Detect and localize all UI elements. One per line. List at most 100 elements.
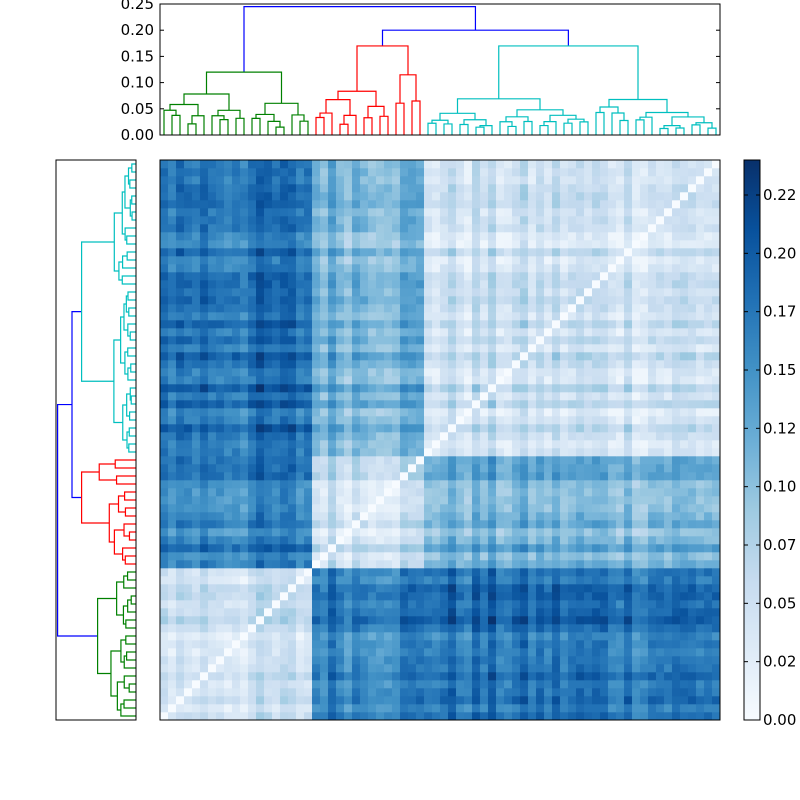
heatmap-cell <box>224 184 233 193</box>
heatmap-cell <box>184 160 193 169</box>
heatmap-cell <box>528 688 537 697</box>
heatmap-cell <box>616 192 625 201</box>
heatmap-cell <box>216 616 225 625</box>
heatmap-cell <box>336 336 345 345</box>
heatmap-cell <box>296 224 305 233</box>
heatmap-cell <box>512 528 521 537</box>
heatmap-cell <box>160 464 169 473</box>
heatmap-cell <box>576 416 585 425</box>
heatmap-cell <box>464 416 473 425</box>
heatmap-cell <box>672 432 681 441</box>
heatmap-cell <box>432 296 441 305</box>
heatmap-cell <box>432 320 441 329</box>
heatmap-cell <box>472 488 481 497</box>
heatmap-cell <box>168 672 177 681</box>
heatmap-cell <box>464 608 473 617</box>
heatmap-cell <box>664 264 673 273</box>
heatmap-cell <box>600 184 609 193</box>
heatmap-cell <box>288 328 297 337</box>
heatmap-cell <box>496 488 505 497</box>
heatmap-cell <box>328 600 337 609</box>
heatmap-cell <box>536 208 545 217</box>
heatmap-cell <box>352 368 361 377</box>
heatmap-cell <box>464 496 473 505</box>
heatmap-cell <box>640 320 649 329</box>
heatmap-cell <box>432 592 441 601</box>
heatmap-cell <box>552 328 561 337</box>
heatmap-cell <box>688 392 697 401</box>
heatmap-cell <box>496 536 505 545</box>
left-dendrogram-link-53 <box>127 291 136 301</box>
top-dendrogram-link-22 <box>325 99 351 116</box>
heatmap-cell <box>584 616 593 625</box>
heatmap-cell <box>288 656 297 665</box>
heatmap-cell <box>376 640 385 649</box>
heatmap-cell <box>184 632 193 641</box>
heatmap-cell <box>168 616 177 625</box>
heatmap-cell <box>624 600 633 609</box>
heatmap-cell <box>624 704 633 713</box>
heatmap-cell <box>648 600 657 609</box>
heatmap-cell <box>640 184 649 193</box>
heatmap-cell <box>368 704 377 713</box>
heatmap-cell <box>616 536 625 545</box>
heatmap-cell <box>216 456 225 465</box>
heatmap-cell <box>496 168 505 177</box>
heatmap-cell <box>568 672 577 681</box>
heatmap-cell <box>256 504 265 513</box>
heatmap-cell <box>424 672 433 681</box>
heatmap-cell <box>496 192 505 201</box>
heatmap-cell <box>184 392 193 401</box>
heatmap-cell <box>432 544 441 553</box>
heatmap-cell <box>560 512 569 521</box>
heatmap-cell <box>640 672 649 681</box>
heatmap-cell <box>200 448 209 457</box>
heatmap-cell <box>400 320 409 329</box>
top-dendrogram-link-27 <box>367 105 385 118</box>
heatmap-cell <box>712 384 721 393</box>
heatmap-cell <box>504 448 513 457</box>
heatmap-cell <box>424 304 433 313</box>
heatmap-cell <box>616 552 625 561</box>
heatmap-cell <box>464 392 473 401</box>
heatmap-cell <box>280 200 289 209</box>
heatmap-cell <box>688 208 697 217</box>
heatmap-cell <box>544 496 553 505</box>
heatmap-cell <box>440 288 449 297</box>
heatmap-cell <box>184 208 193 217</box>
heatmap-cell <box>640 496 649 505</box>
heatmap-cell <box>384 304 393 313</box>
heatmap-cell <box>632 584 641 593</box>
heatmap-cell <box>664 248 673 257</box>
heatmap-cell <box>320 576 329 585</box>
top-dendrogram-link-58 <box>619 119 629 135</box>
heatmap-cell <box>464 600 473 609</box>
heatmap-cell <box>432 648 441 657</box>
heatmap-cell <box>192 360 201 369</box>
heatmap-cell <box>496 576 505 585</box>
heatmap-cell <box>168 208 177 217</box>
heatmap-cell <box>568 304 577 313</box>
heatmap-cell <box>696 672 705 681</box>
heatmap-cell <box>248 288 257 297</box>
heatmap-cell <box>632 344 641 353</box>
heatmap-cell <box>464 216 473 225</box>
heatmap-cell <box>504 704 513 713</box>
heatmap-cell <box>568 208 577 217</box>
heatmap-cell <box>664 568 673 577</box>
heatmap-cell <box>232 696 241 705</box>
heatmap-cell <box>432 672 441 681</box>
heatmap-cell <box>296 600 305 609</box>
heatmap-cell <box>688 520 697 529</box>
heatmap-cell <box>512 464 521 473</box>
heatmap-cell <box>536 704 545 713</box>
heatmap-cell <box>296 344 305 353</box>
heatmap-cell <box>168 560 177 569</box>
heatmap-cell <box>192 472 201 481</box>
heatmap-cell <box>552 536 561 545</box>
heatmap-cell <box>576 480 585 489</box>
heatmap-cell <box>696 336 705 345</box>
heatmap-cell <box>208 384 217 393</box>
heatmap-cell <box>176 224 185 233</box>
heatmap-cell <box>288 528 297 537</box>
